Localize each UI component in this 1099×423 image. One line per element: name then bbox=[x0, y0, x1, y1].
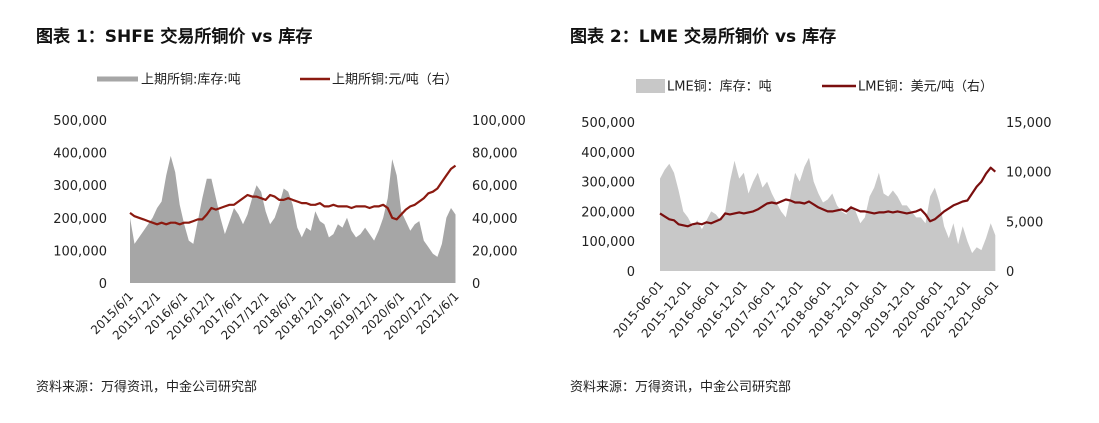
right-axis-tick-label: 80,000 bbox=[472, 147, 518, 162]
right-axis-tick-label: 40,000 bbox=[472, 212, 518, 227]
left-axis-tick-label: 200,000 bbox=[581, 205, 635, 220]
left-axis-tick-label: 0 bbox=[627, 265, 635, 280]
figure-2-source: 资料来源：万得资讯，中金公司研究部 bbox=[570, 380, 792, 395]
price-line-series bbox=[659, 166, 997, 228]
right-axis-tick-label: 15,000 bbox=[1006, 116, 1052, 131]
legend-label-price: 上期所铜:元/吨（右） bbox=[332, 73, 458, 88]
right-axis-tick-label: 100,000 bbox=[472, 114, 526, 129]
figure-1: 图表 1：SHFE 交易所铜价 vs 库存 上期所铜:库存:吨 上期所铜:元/吨（… bbox=[0, 0, 540, 423]
legend-label-stock: LME铜：库存：吨 bbox=[667, 79, 772, 95]
price-line-series bbox=[129, 164, 457, 226]
left-axis-tick-label: 300,000 bbox=[581, 176, 635, 191]
chart-2: LME铜：库存：吨 LME铜：美元/吨（右） 0 100,000 200,000 300,… bbox=[581, 79, 1052, 341]
stock-area-series bbox=[130, 155, 456, 283]
left-axis-tick-label: 0 bbox=[99, 277, 107, 292]
right-axis-tick-label: 0 bbox=[472, 277, 480, 292]
right-axis-tick-label: 5,000 bbox=[1006, 215, 1043, 230]
left-axis-tick-label: 500,000 bbox=[581, 116, 635, 131]
right-axis-tick-label: 10,000 bbox=[1006, 166, 1052, 181]
right-axis-tick-label: 60,000 bbox=[472, 179, 518, 194]
legend-label-price: LME铜：美元/吨（右） bbox=[858, 80, 993, 95]
left-axis-tick-label: 200,000 bbox=[53, 212, 107, 227]
legend-swatch-stock bbox=[636, 79, 665, 93]
figure-2-title: 图表 2：LME 交易所铜价 vs 库存 bbox=[570, 27, 837, 47]
legend-label-stock: 上期所铜:库存:吨 bbox=[141, 72, 241, 88]
right-axis-tick-label: 20,000 bbox=[472, 244, 518, 259]
figure-1-title: 图表 1：SHFE 交易所铜价 vs 库存 bbox=[36, 27, 313, 47]
figure-2: 图表 2：LME 交易所铜价 vs 库存 LME铜：库存：吨 LME铜：美元/吨（… bbox=[560, 0, 1099, 423]
left-axis-tick-label: 400,000 bbox=[53, 147, 107, 162]
figure-1-source: 资料来源：万得资讯，中金公司研究部 bbox=[36, 380, 258, 395]
right-axis-tick-label: 0 bbox=[1006, 265, 1014, 280]
left-axis-tick-label: 100,000 bbox=[581, 235, 635, 250]
left-axis-tick-label: 400,000 bbox=[581, 146, 635, 161]
stock-area-series bbox=[660, 157, 996, 271]
left-axis-tick-label: 500,000 bbox=[53, 114, 107, 129]
left-axis-tick-label: 300,000 bbox=[53, 179, 107, 194]
chart-1: 上期所铜:库存:吨 上期所铜:元/吨（右） 0 100,000 200,000 300,0… bbox=[53, 72, 526, 343]
left-axis-tick-label: 100,000 bbox=[53, 244, 107, 259]
